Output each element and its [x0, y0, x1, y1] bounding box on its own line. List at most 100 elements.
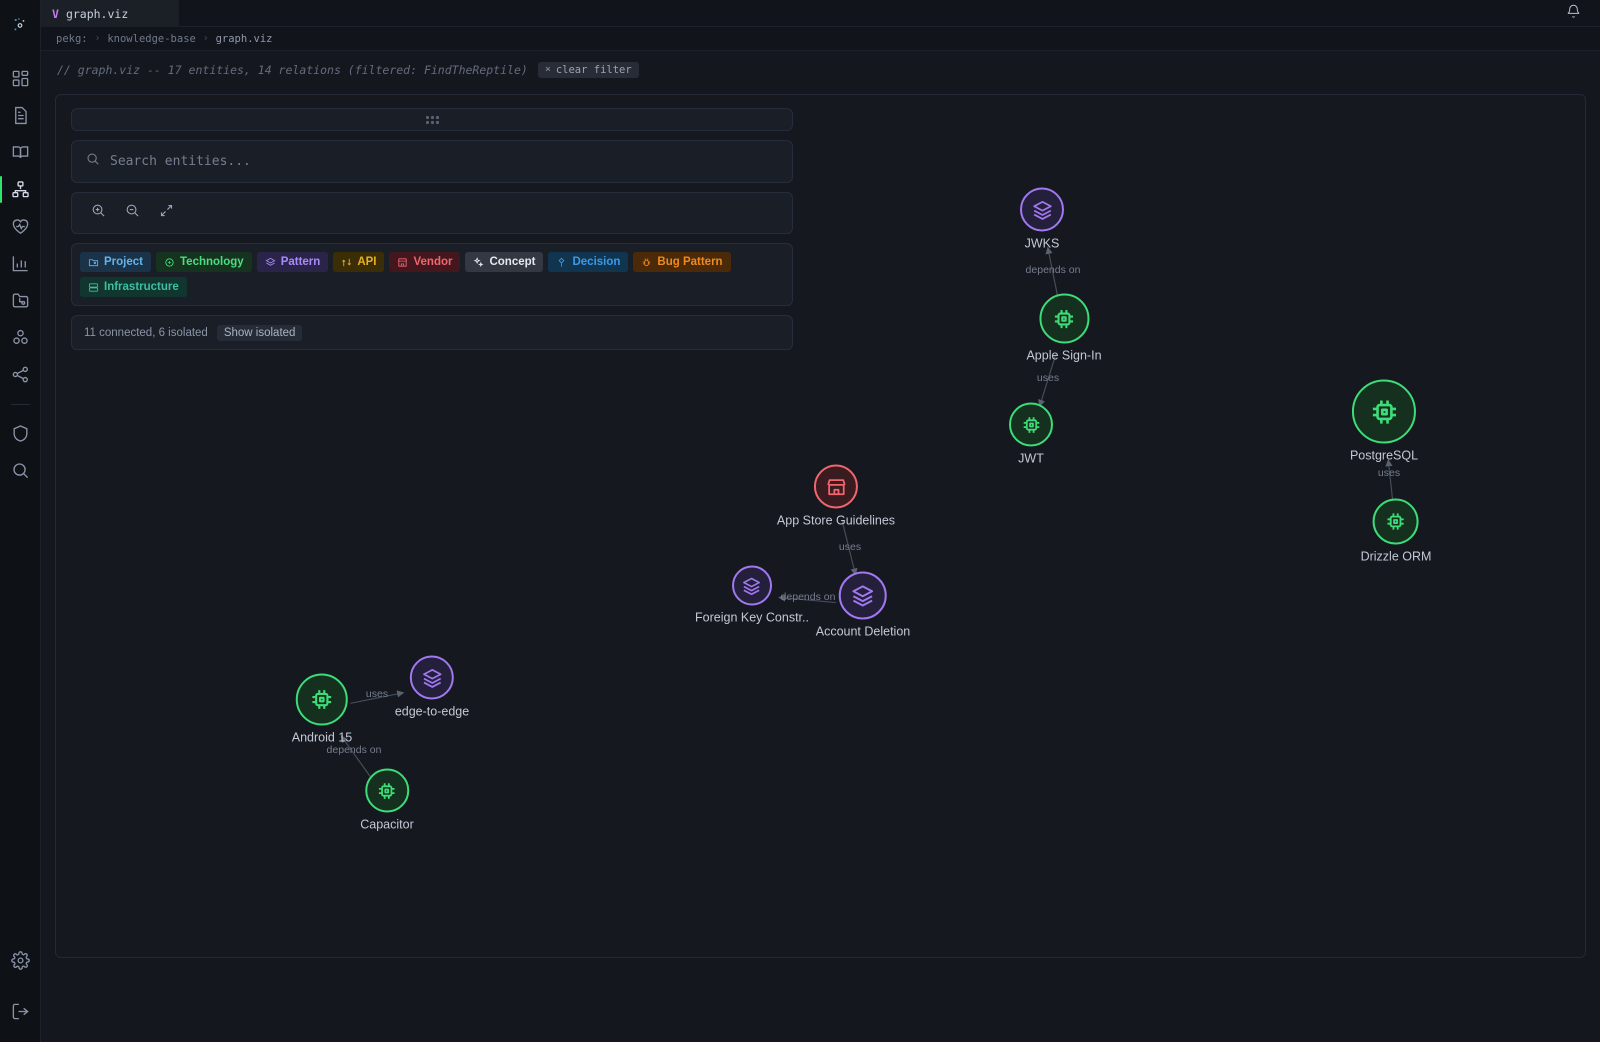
layers-icon — [852, 585, 874, 607]
left-sidebar — [0, 0, 41, 1042]
graph-edge — [1045, 246, 1060, 301]
molecule-icon — [11, 328, 30, 347]
type-filter-chip-label: Concept — [489, 256, 536, 268]
type-filter-chip-decision[interactable]: Decision — [548, 252, 629, 272]
chip-icon — [1054, 309, 1074, 328]
shield-icon — [11, 424, 30, 443]
sidebar-item-dashboard[interactable] — [0, 60, 41, 97]
type-filter-chip-vendor[interactable]: Vendor — [389, 252, 461, 272]
graph-canvas[interactable]: depends on uses uses uses depends on uses depe… — [55, 94, 1586, 958]
tab-graph-viz[interactable]: V graph.viz — [41, 0, 180, 27]
type-filter-chip-project[interactable]: Project — [80, 252, 151, 272]
sparkles-icon — [474, 256, 484, 267]
share-nodes-icon — [11, 365, 30, 384]
type-filter-box: Project Technology Pattern API Vendor Concept… — [71, 243, 793, 306]
close-icon: × — [544, 64, 551, 75]
type-filter-chip-technology[interactable]: Technology — [156, 252, 252, 272]
type-filter-chip-label: Technology — [180, 256, 244, 268]
status-comment-line: // graph.viz -- 17 entities, 14 relation… — [41, 51, 1600, 88]
graph-edge — [1385, 459, 1394, 506]
fit-to-screen-button[interactable] — [153, 200, 179, 226]
graph-edge — [841, 520, 858, 576]
project-icon — [88, 258, 99, 266]
sidebar-item-logout[interactable] — [0, 993, 41, 1030]
breadcrumb-item-1[interactable]: knowledge-base — [107, 32, 196, 45]
chip-icon — [1372, 399, 1396, 424]
graph-node-label: Apple Sign-In — [1026, 348, 1102, 363]
graph-node-jwt[interactable]: JWT — [1009, 402, 1053, 466]
zoom-in-button[interactable] — [85, 200, 111, 226]
sidebar-item-security[interactable] — [0, 415, 41, 452]
graph-node-capacitor[interactable]: Capacitor — [360, 768, 414, 832]
type-filter-chip-api[interactable]: API — [333, 252, 385, 272]
clear-filter-label: clear filter — [555, 63, 632, 76]
graph-stats-box: 11 connected, 6 isolated Show isolated — [71, 315, 793, 350]
graph-node-apple[interactable]: Apple Sign-In — [1026, 293, 1102, 363]
chip-icon — [379, 782, 395, 799]
graph-node-fkey[interactable]: Foreign Key Constr.. — [695, 565, 809, 625]
sidebar-item-graph[interactable] — [0, 171, 41, 208]
graph-node-circle — [365, 768, 409, 813]
graph-node-circle — [813, 464, 858, 509]
layers-icon — [743, 577, 761, 595]
type-filter-chip-pattern[interactable]: Pattern — [256, 252, 329, 272]
graph-node-edge[interactable]: edge-to-edge — [395, 655, 469, 719]
graph-node-jwks[interactable]: JWKS — [1020, 187, 1064, 251]
graph-node-drizzle[interactable]: Drizzle ORM — [1361, 498, 1431, 564]
graph-node-android[interactable]: Android 15 — [291, 673, 353, 745]
type-filter-chip-label: API — [357, 256, 377, 268]
graph-node-appstore[interactable]: App Store Guidelines — [777, 464, 895, 528]
document-icon — [11, 106, 30, 125]
sidebar-item-library[interactable] — [0, 134, 41, 171]
sidebar-item-analytics[interactable] — [0, 245, 41, 282]
store-icon — [398, 257, 408, 267]
notifications-bell-icon[interactable] — [1566, 4, 1586, 24]
show-isolated-button[interactable]: Show isolated — [216, 324, 303, 341]
type-filter-chip-label: Vendor — [413, 256, 453, 268]
breadcrumb-item-2[interactable]: graph.viz — [215, 32, 273, 45]
search-box[interactable] — [71, 140, 793, 183]
sidebar-item-health[interactable] — [0, 208, 41, 245]
zoom-toolbar — [71, 192, 793, 234]
sidebar-item-settings[interactable] — [0, 942, 41, 979]
folder-git-icon — [11, 291, 30, 310]
type-filter-chip-bug-pattern[interactable]: Bug Pattern — [633, 252, 731, 272]
type-filter-chip-label: Infrastructure — [104, 281, 179, 293]
graph-viewport: depends on uses uses uses depends on uses depe… — [56, 95, 1585, 957]
chip-badge-icon — [165, 257, 174, 267]
tab-title: graph.viz — [65, 6, 129, 21]
server-icon — [88, 282, 99, 292]
expand-icon — [159, 203, 174, 223]
drag-handle[interactable] — [72, 109, 792, 130]
type-filter-chip-label: Decision — [572, 256, 621, 268]
book-icon — [11, 143, 30, 162]
sidebar-item-clusters[interactable] — [0, 319, 41, 356]
search-icon — [11, 461, 30, 480]
breadcrumb-separator: › — [94, 33, 101, 44]
type-filter-chip-label: Bug Pattern — [657, 256, 723, 268]
clear-filter-button[interactable]: × clear filter — [537, 61, 639, 78]
zoom-out-button[interactable] — [119, 200, 145, 226]
drag-handle-dots-icon — [425, 115, 439, 124]
graph-node-label: Android 15 — [291, 730, 353, 745]
graph-node-circle — [1039, 293, 1089, 344]
graph-node-postgres[interactable]: PostgreSQL — [1350, 379, 1418, 463]
drag-handle-box[interactable] — [71, 108, 793, 131]
type-filter-chips: Project Technology Pattern API Vendor Concept… — [72, 244, 792, 305]
graph-node-acctdel[interactable]: Account Deletion — [816, 571, 910, 639]
sidebar-item-search[interactable] — [0, 452, 41, 489]
breadcrumb-separator: › — [202, 33, 209, 44]
breadcrumb: pekg: › knowledge-base › graph.viz — [41, 27, 1600, 51]
chip-icon — [312, 690, 332, 709]
type-filter-chip-label: Project — [104, 256, 143, 268]
type-filter-chip-concept[interactable]: Concept — [465, 252, 544, 272]
breadcrumb-item-0[interactable]: pekg: — [56, 32, 88, 45]
sidebar-item-repository[interactable] — [0, 282, 41, 319]
sidebar-item-documents[interactable] — [0, 97, 41, 134]
type-filter-chip-infrastructure[interactable]: Infrastructure — [80, 277, 187, 297]
graph-edge — [340, 735, 373, 781]
search-input[interactable] — [110, 154, 778, 169]
layers-icon — [265, 257, 276, 266]
sidebar-item-share[interactable] — [0, 356, 41, 393]
